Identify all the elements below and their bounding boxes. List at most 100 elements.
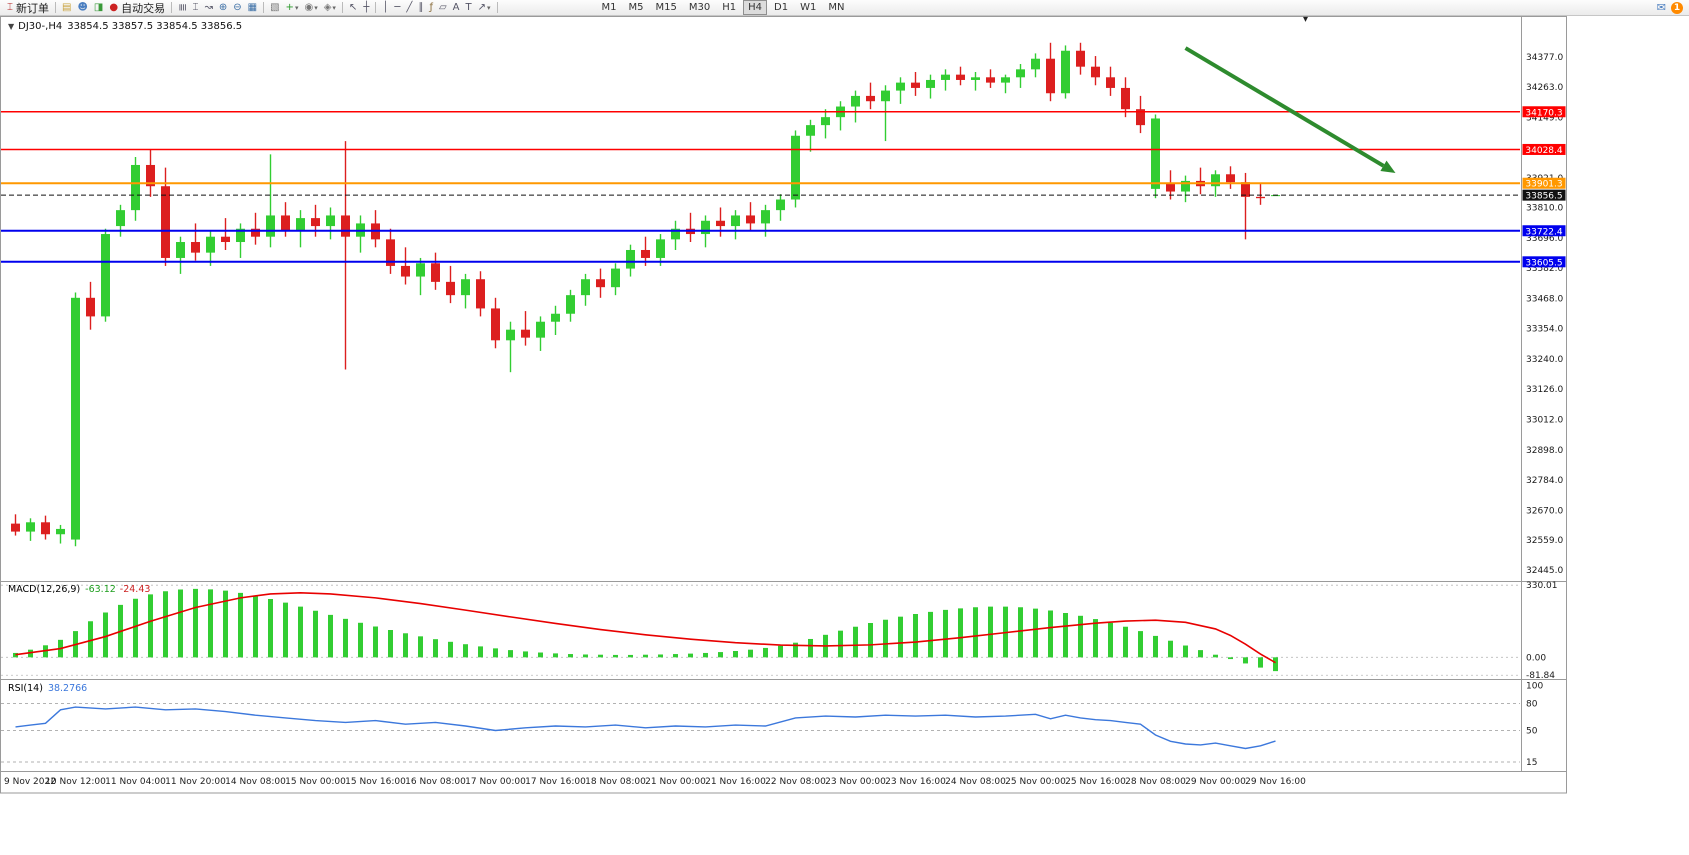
new-order-button[interactable]: ⌶ 新订单 [4,0,52,15]
svg-text:9 Nov 2022: 9 Nov 2022 [4,777,56,787]
zoom-in-icon: ⊕ [218,2,228,13]
macd-indicator-label: MACD(12,26,9) -63.12 -24.43 [8,584,150,595]
notification-badge[interactable]: 1 [1671,1,1683,14]
crosshair-button[interactable]: ┼ [360,0,372,15]
macd-main-value: -63.12 [85,584,116,595]
one-click-trading-arrow[interactable]: ▼ [8,22,15,31]
candle-chart-button[interactable]: ⌶ [189,0,201,15]
vline-button[interactable]: │ [379,0,391,15]
text-button[interactable]: A [450,0,463,15]
new-order-button-label: 新订单 [16,1,49,15]
crosshair-icon: ┼ [363,2,370,13]
toolbar-separator [55,2,56,13]
toolbar-separator [496,2,498,13]
timeframe-h1-button[interactable]: H1 [722,2,737,13]
svg-text:32445.0: 32445.0 [1526,566,1563,576]
timeframe-m15-button[interactable]: M15 [655,2,677,13]
timeframe-m30-button[interactable]: M30 [688,2,711,13]
auto-trading-button-label: 自动交易 [121,1,166,15]
svg-text:16 Nov 08:00: 16 Nov 08:00 [405,777,466,787]
svg-text:25 Nov 16:00: 25 Nov 16:00 [1065,777,1126,787]
arrows-button[interactable]: ↗ ▾ [475,0,494,15]
timeframe-w1-button[interactable]: W1 [800,2,817,13]
periods-button[interactable]: ◉ ▾ [301,0,320,15]
hline-button[interactable]: ─ [391,0,403,15]
templates-button[interactable]: ◈ ▾ [321,0,339,15]
rsi-title: RSI(14) [8,683,43,694]
svg-text:15: 15 [1526,758,1537,768]
bar-chart-button[interactable]: ≣ [175,0,189,15]
channel-button[interactable]: ∥ [415,0,426,15]
candlestick-chart-icon: ⌶ [192,2,199,13]
svg-text:28 Nov 08:00: 28 Nov 08:00 [1125,777,1186,787]
svg-text:33810.0: 33810.0 [1526,203,1563,213]
macd-panel: 330.01 0.00 -81.84 [1,581,1558,681]
line-chart-button[interactable]: ↝ [201,0,215,15]
corner-icons: ✉ 1 [1657,1,1683,14]
market-watch-button[interactable]: ◨ [91,0,106,15]
svg-text:80: 80 [1526,700,1538,710]
svg-text:17 Nov 16:00: 17 Nov 16:00 [525,777,586,787]
chart-title: ▼ DJ30-,H4 33854.5 33857.5 33854.5 33856.5 [8,21,242,32]
svg-text:33240.0: 33240.0 [1526,355,1563,365]
svg-text:14 Nov 08:00: 14 Nov 08:00 [225,777,286,787]
svg-text:33901.3: 33901.3 [1525,180,1562,190]
profiles-button[interactable]: ☻ [74,0,90,15]
svg-text:32784.0: 32784.0 [1526,476,1563,486]
label-button[interactable]: T [463,0,475,15]
horizontal-line-icon: ─ [394,2,401,13]
timeframe-m5-button[interactable]: M5 [628,2,644,13]
charts-window-button[interactable]: ▤ [59,0,74,15]
dropdown-caret-icon: ▾ [332,3,336,12]
arrow-tool-icon: ↗ [477,2,487,13]
auto-arrange-button[interactable]: ▧ [267,0,282,15]
svg-text:34170.3: 34170.3 [1525,108,1562,118]
chart-shift-marker[interactable]: ▾ [1303,14,1309,25]
svg-text:33012.0: 33012.0 [1526,415,1563,425]
tile-windows-button[interactable]: ▦ [245,0,260,15]
zoom-out-icon: ⊖ [233,2,242,13]
mail-icon[interactable]: ✉ [1656,1,1666,14]
svg-text:32898.0: 32898.0 [1526,446,1563,456]
svg-text:33354.0: 33354.0 [1526,325,1563,335]
svg-text:33605.5: 33605.5 [1525,258,1562,268]
indicators-button[interactable]: + ▾ [283,0,302,15]
trend-arrow-annotation[interactable] [1184,46,1396,173]
auto-arrange-icon: ▧ [270,2,280,13]
auto-trading-button[interactable]: ● 自动交易 [106,0,168,15]
svg-text:34028.4: 34028.4 [1525,146,1562,156]
profiles-icon: ☻ [77,2,88,13]
fibo-button[interactable]: ƒ [426,0,436,15]
cursor-icon: ↖ [348,2,358,13]
channel-icon: ∥ [418,2,424,13]
svg-text:33468.0: 33468.0 [1526,294,1563,304]
text-icon: A [452,2,460,13]
zoom-out-button[interactable]: ⊖ [230,0,244,15]
toolbar: ⌶ 新订单 ▤ ☻ ◨ ● 自动交易 ≣ ⌶ ↝ ⊕ ⊖ ▦ ▧ + ▾ ◉ ▾ ◈ ▾ ↖ ┼ │ ─ ╱ ∥ ƒ ▱ A T ↗ ▾ M1 M… [0,0,1689,16]
ohlc-values: 33854.5 33857.5 33854.5 33856.5 [67,21,243,32]
timeframe-d1-button[interactable]: D1 [774,2,789,13]
timeframe-m1-button[interactable]: M1 [601,2,617,13]
svg-text:34149.0: 34149.0 [1526,113,1563,123]
macd-signal-value: -24.43 [119,584,151,595]
svg-text:33126.0: 33126.0 [1526,385,1563,395]
toolbar-separator [341,2,343,13]
hlines-layer[interactable]: 34170.3 34028.4 33901.3 33856.5 33722.4 33605… [1,106,1566,268]
timeframe-mn-button[interactable]: MN [828,2,845,13]
dropdown-caret-icon: ▾ [294,3,299,12]
svg-text:21 Nov 16:00: 21 Nov 16:00 [705,777,766,787]
svg-text:29 Nov 16:00: 29 Nov 16:00 [1245,777,1306,787]
trendline-button[interactable]: ╱ [403,0,415,15]
bar-chart-icon: ≣ [176,3,188,12]
timeframe-h4-button[interactable]: H4 [743,0,768,15]
cursor-button[interactable]: ↖ [346,0,360,15]
market-watch-icon: ◨ [93,2,104,13]
shapes-button[interactable]: ▱ [436,0,450,15]
macd-title: MACD(12,26,9) [8,584,81,595]
svg-text:22 Nov 08:00: 22 Nov 08:00 [765,777,826,787]
candles-layer [11,42,1280,547]
rsi-value: 38.2766 [47,683,88,694]
zoom-in-button[interactable]: ⊕ [216,0,230,15]
